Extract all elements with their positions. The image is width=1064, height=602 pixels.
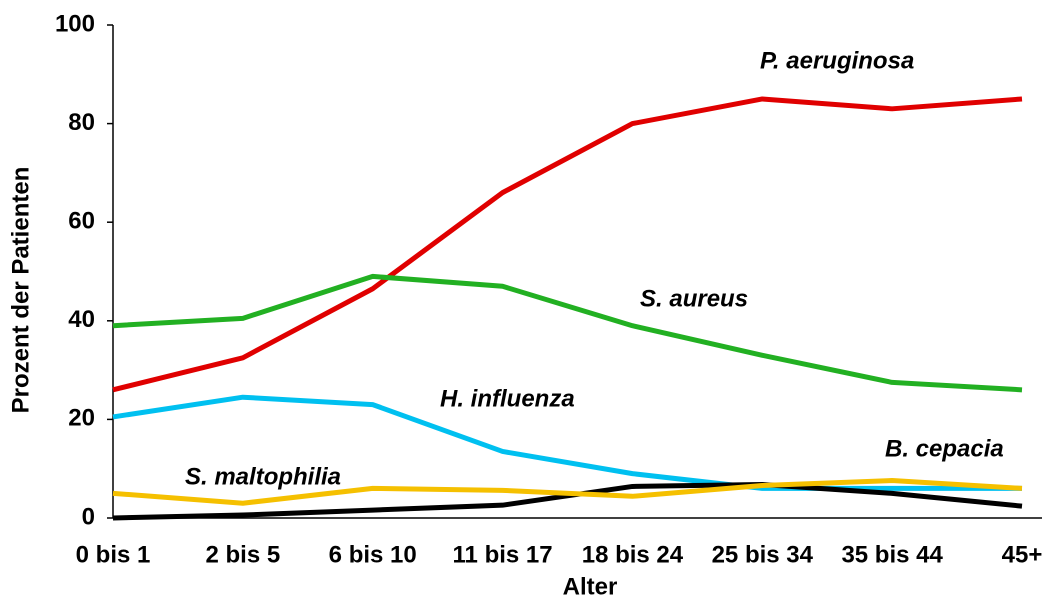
series-line	[112, 96, 1023, 393]
series-line	[112, 394, 1022, 491]
x-tick-label: 45+	[1002, 541, 1043, 568]
series-line	[112, 273, 1023, 393]
series-label: H. influenza	[440, 385, 575, 412]
y-tick-label: 0	[82, 503, 95, 530]
series-line	[112, 478, 1023, 506]
series-label: S. maltophilia	[185, 463, 341, 490]
series-label: S. aureus	[640, 285, 748, 312]
y-tick-label: 100	[55, 10, 95, 37]
y-axis-title: Prozent der Patienten	[7, 167, 34, 414]
series-label: B. cepacia	[885, 435, 1004, 462]
y-tick-label: 40	[68, 306, 95, 333]
y-tick-label: 80	[68, 109, 95, 136]
x-tick-label: 35 bis 44	[841, 541, 943, 568]
x-tick-label: 25 bis 34	[712, 541, 814, 568]
series-label: P. aeruginosa	[760, 47, 914, 74]
x-tick-label: 6 bis 10	[329, 541, 417, 568]
y-tick-label: 20	[68, 405, 95, 432]
x-axis-title: Alter	[563, 573, 618, 600]
y-tick-label: 60	[68, 208, 95, 235]
x-tick-label: 18 bis 24	[582, 541, 684, 568]
x-tick-label: 0 bis 1	[76, 541, 151, 568]
x-tick-label: 2 bis 5	[205, 541, 280, 568]
x-tick-label: 11 bis 17	[453, 541, 553, 568]
